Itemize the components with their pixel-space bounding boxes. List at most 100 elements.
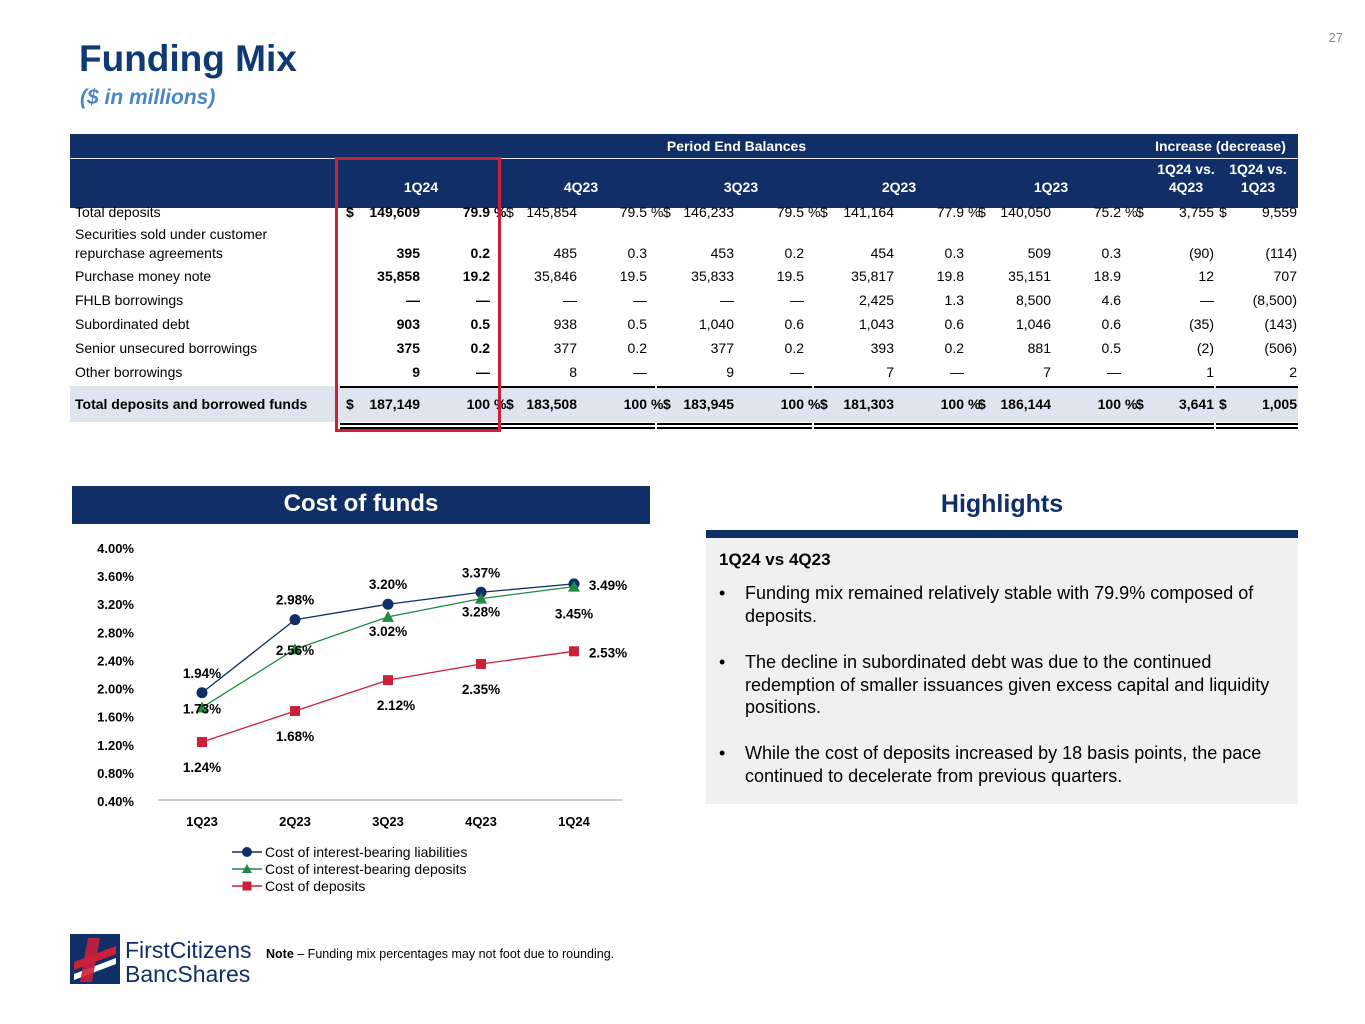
table-value: 377: [710, 340, 734, 356]
table-header-columns: [70, 158, 1298, 208]
table-value: 454: [870, 245, 894, 261]
table-percent: 0.5: [470, 316, 490, 332]
table-change: 3,755: [1178, 204, 1214, 220]
logo-stripe: [80, 938, 100, 982]
y-tick-label: 1.20%: [97, 738, 134, 753]
header-divider: [70, 158, 1298, 159]
table-rule: [500, 386, 655, 388]
x-tick-label: 4Q23: [465, 814, 497, 829]
table-change: 707: [1273, 268, 1297, 284]
row-label: Securities sold under customer: [75, 226, 268, 242]
legend-marker: [242, 864, 252, 873]
table-percent: 0.5: [1101, 340, 1121, 356]
data-point: [383, 675, 393, 686]
total-change: 1,005: [1261, 396, 1297, 412]
x-tick-label: 1Q24: [558, 814, 591, 829]
table-value: 7: [886, 364, 894, 380]
data-point: [289, 643, 301, 655]
table-value: 377: [553, 340, 577, 356]
table-change: 2: [1289, 364, 1297, 380]
data-label: 3.28%: [462, 605, 500, 620]
dollar-sign: $: [1136, 396, 1144, 412]
table-percent: 79.9: [462, 204, 490, 220]
table-rule: [814, 386, 972, 388]
y-tick-label: 3.20%: [97, 597, 134, 612]
y-tick-label: 0.80%: [97, 766, 134, 781]
total-value: 183,945: [683, 396, 734, 412]
legend-marker: [242, 881, 252, 891]
table-value: —: [563, 292, 577, 308]
data-point: [289, 614, 301, 626]
table-header-group: [70, 134, 1298, 158]
data-label: 1.24%: [183, 760, 221, 775]
y-tick-label: 1.60%: [97, 710, 134, 725]
percent-sign: %: [1125, 204, 1138, 220]
data-label: 2.56%: [276, 643, 314, 658]
y-tick-label: 4.00%: [97, 541, 134, 556]
total-row-label: Total deposits and borrowed funds: [75, 396, 308, 412]
table-value: 938: [553, 316, 577, 332]
page-subtitle: ($ in millions): [80, 86, 216, 109]
table-value: 35,817: [851, 268, 894, 284]
data-label: 2.98%: [276, 593, 314, 608]
legend-marker: [242, 847, 252, 857]
table-change: (506): [1264, 340, 1297, 356]
dollar-sign: $: [663, 204, 671, 220]
table-value: 8,500: [1015, 292, 1051, 308]
page-number: 27: [1328, 30, 1343, 45]
table-percent: 0.6: [1101, 316, 1121, 332]
table-value: 881: [1027, 340, 1051, 356]
header-increase: Increase (decrease): [1155, 138, 1286, 154]
dollar-sign: $: [978, 396, 986, 412]
table-rule: [500, 423, 655, 425]
percent-sign: %: [808, 204, 821, 220]
table-percent: 79.5: [619, 204, 647, 220]
table-percent: 0.2: [784, 340, 804, 356]
table-change: 12: [1198, 268, 1214, 284]
table-percent: —: [790, 364, 804, 380]
table-percent: 19.8: [936, 268, 964, 284]
table-rule: [814, 423, 972, 425]
table-change: 1: [1206, 364, 1214, 380]
table-rule: [1132, 423, 1214, 425]
table-value: —: [720, 292, 734, 308]
table-percent: 0.2: [470, 340, 490, 356]
legend-label: Cost of interest-bearing liabilities: [265, 844, 467, 860]
table-change: 9,559: [1261, 204, 1297, 220]
percent-sign: %: [808, 396, 821, 412]
header-col-2q23: 2Q23: [881, 179, 917, 195]
header-change-line2: 4Q23: [1168, 179, 1204, 195]
table-percent: 0.6: [784, 316, 804, 332]
data-point: [475, 592, 487, 604]
dollar-sign: $: [820, 396, 828, 412]
dollar-sign: $: [346, 204, 354, 220]
row-label: Senior unsecured borrowings: [75, 340, 258, 356]
data-point: [476, 658, 486, 669]
table-rule: [1216, 427, 1298, 429]
percent-sign: %: [651, 204, 664, 220]
table-rule: [972, 386, 1132, 388]
dollar-sign: $: [820, 204, 828, 220]
data-point: [382, 598, 394, 610]
dollar-sign: $: [663, 396, 671, 412]
table-change: (90): [1189, 245, 1214, 261]
x-tick-label: 2Q23: [279, 814, 311, 829]
header-change-line2: 1Q23: [1240, 179, 1276, 195]
data-point: [382, 610, 394, 622]
note-label: Note: [266, 947, 294, 961]
y-tick-label: 2.40%: [97, 653, 134, 668]
table-percent: —: [1107, 364, 1121, 380]
dollar-sign: $: [506, 396, 514, 412]
table-value: 35,858: [377, 268, 420, 284]
table-rule: [1132, 386, 1214, 388]
data-label: 1.68%: [276, 729, 314, 744]
table-percent: 0.2: [627, 340, 647, 356]
table-change: —: [1200, 292, 1214, 308]
header-change-line1: 1Q24 vs.: [1157, 161, 1215, 177]
y-tick-label: 2.80%: [97, 625, 134, 640]
bullet-text: While the cost of deposits increased by …: [745, 743, 1262, 786]
percent-sign: %: [968, 204, 981, 220]
bullet-text: The decline in subordinated debt was due…: [745, 652, 1270, 717]
table-value: —: [406, 292, 420, 308]
table-rule: [340, 423, 500, 425]
